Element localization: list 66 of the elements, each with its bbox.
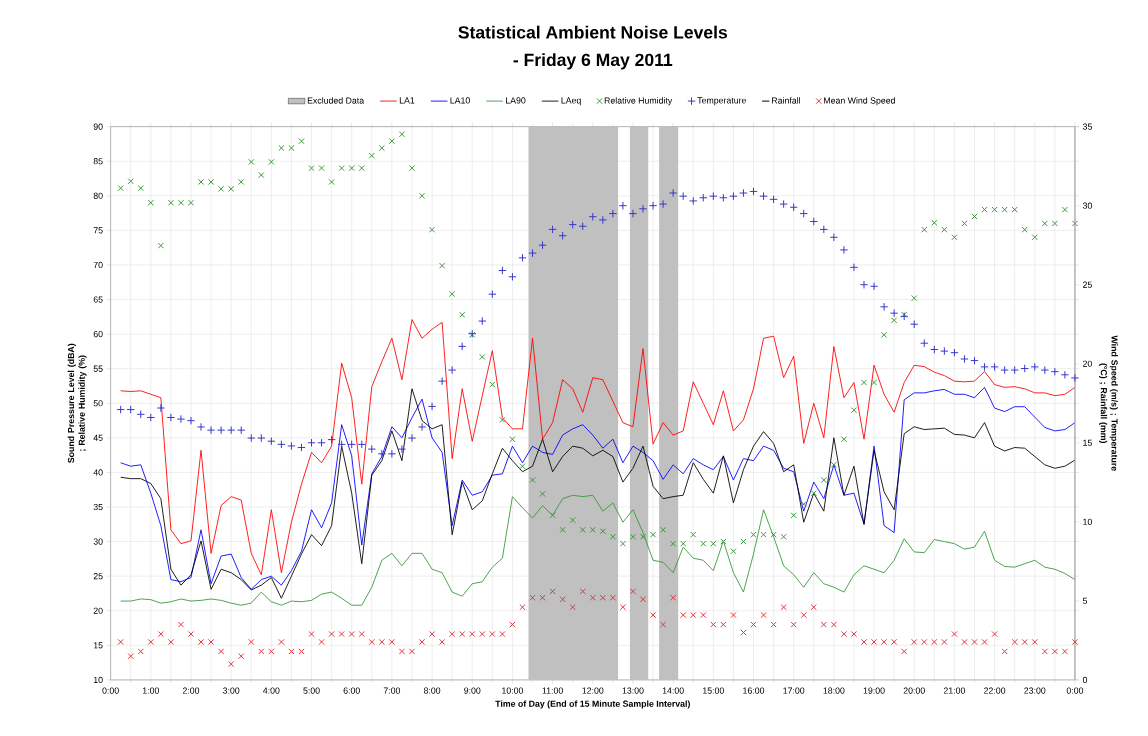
y2-tick-label: 5 [1082, 597, 1088, 604]
legend-label: LA90 [506, 97, 526, 104]
y2-axis-title: Wind Speed (m/s) ; Temperature (°C) ; Rainfall (mm) [1098, 335, 1118, 471]
y2-tick-label: 20 [1082, 360, 1092, 367]
x-tick-label: 8:00 [423, 687, 441, 694]
x-tick-label: 14:00 [662, 687, 684, 694]
x-tick-label: 6:00 [343, 687, 360, 694]
legend-label: Excluded Data [307, 97, 365, 104]
legend-label: LA1 [399, 97, 415, 104]
x-tick-label: 19:00 [863, 687, 885, 694]
x-tick-label: 13:00 [622, 687, 644, 694]
y-tick-label: 35 [93, 503, 103, 510]
legend-label: Relative Humidity [604, 97, 673, 106]
legend-label: Rainfall [772, 97, 800, 104]
x-tick-label: 17:00 [783, 687, 805, 694]
x-tick-label: 0:00 [1066, 687, 1084, 694]
x-tick-label: 2:00 [182, 687, 200, 694]
x-tick-label: 1:00 [142, 687, 159, 694]
y-axis-title: Sound Pressure Level (dBA) ; Relative Humidity (%) [67, 343, 87, 463]
x-tick-label: 21:00 [943, 687, 966, 694]
x-tick-label: 3:00 [222, 687, 240, 694]
x-tick-label: 9:00 [464, 687, 481, 694]
x-tick-label: 20:00 [903, 687, 925, 694]
x-tick-label: 23:00 [1024, 687, 1046, 694]
y2-tick-label: 10 [1083, 518, 1092, 525]
y2-tick-label: 0 [1082, 676, 1088, 683]
x-axis-title: Time of Day (End of 15 Minute Sample Interval) [495, 700, 690, 709]
x-tick-label: 12:00 [582, 687, 604, 694]
x-tick-label: 22:00 [984, 687, 1006, 694]
y-tick-label: 80 [93, 192, 103, 199]
chart-title: Statistical Ambient Noise Levels [458, 25, 727, 39]
y-tick-label: 30 [93, 538, 103, 545]
y-tick-label: 25 [93, 572, 103, 580]
line-series [120, 318, 1075, 576]
y-tick-label: 65 [93, 296, 103, 303]
y-tick-label: 15 [93, 642, 103, 649]
y2-tick-label: 30 [1082, 202, 1092, 209]
y-tick-label: 40 [93, 469, 103, 476]
x-tick-label: 5:00 [303, 687, 320, 694]
legend-label: LAeq [561, 97, 581, 106]
y-tick-label: 45 [93, 434, 103, 441]
y2-tick-label: 25 [1082, 281, 1092, 288]
y-tick-label: 60 [93, 330, 103, 338]
x-tick-label: 18:00 [823, 687, 845, 694]
x-tick-label: 0:00 [102, 687, 119, 694]
legend-label: Mean Wind Speed [824, 97, 895, 106]
line-series [120, 494, 1075, 606]
y-tick-label: 90 [93, 123, 103, 130]
y-tick-label: 20 [93, 607, 103, 614]
x-tick-label: 7:00 [383, 687, 401, 694]
x-tick-label: 10:00 [502, 687, 524, 694]
y-tick-label: 75 [93, 227, 103, 234]
y2-tick-label: 15 [1083, 439, 1092, 446]
y-tick-label: 85 [93, 157, 103, 165]
legend-label: Temperature [697, 97, 747, 106]
x-tick-label: 11:00 [542, 687, 563, 694]
x-tick-label: 15:00 [703, 687, 724, 694]
x-tick-label: 16:00 [743, 687, 765, 694]
y-tick-label: 55 [93, 365, 103, 372]
y2-tick-label: 35 [1082, 123, 1092, 130]
y-tick-label: 50 [93, 399, 103, 407]
y-tick-label: 10 [93, 676, 103, 683]
y-tick-label: 70 [93, 261, 103, 268]
legend-label: LA10 [450, 97, 470, 104]
chart-subtitle: - Friday 6 May 2011 [513, 53, 673, 70]
x-tick-label: 4:00 [263, 687, 280, 694]
